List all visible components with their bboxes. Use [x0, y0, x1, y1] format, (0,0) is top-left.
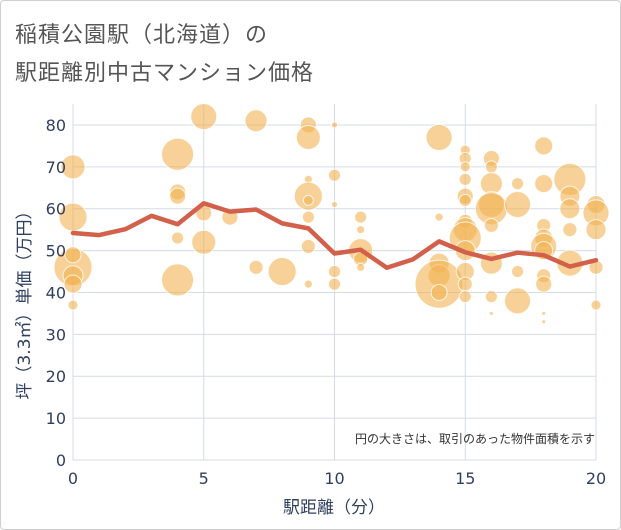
bubble-point — [504, 287, 532, 315]
y-tick-label: 10 — [46, 409, 66, 428]
bubble-point — [191, 229, 217, 255]
bubble-point — [244, 109, 268, 133]
bubble-point — [511, 177, 525, 191]
bubble-point — [190, 103, 218, 131]
y-tick-label: 0 — [56, 451, 66, 470]
bubble-point — [541, 310, 547, 316]
y-tick-label: 50 — [46, 242, 66, 261]
y-tick-label: 40 — [46, 283, 66, 302]
bubble-point — [67, 299, 79, 311]
y-tick-label: 20 — [46, 367, 66, 386]
y-tick-label: 70 — [46, 158, 66, 177]
bubble-point — [64, 246, 82, 264]
x-tick-label: 5 — [199, 469, 209, 488]
bubble-point — [504, 191, 532, 219]
bubble-point — [484, 290, 498, 304]
bubble-point — [303, 279, 313, 289]
bubble-point — [535, 275, 553, 293]
bubble-point — [559, 198, 581, 220]
bubble-point — [425, 124, 453, 152]
bubble-point — [534, 174, 554, 194]
x-tick-label: 15 — [455, 469, 475, 488]
average-price-line — [70, 201, 599, 271]
y-tick-label: 60 — [46, 200, 66, 219]
bubble-point — [430, 283, 448, 301]
bubble-point — [60, 154, 86, 180]
bubble-point — [301, 210, 315, 224]
x-tick-label: 20 — [586, 469, 606, 488]
y-tick-label: 80 — [46, 116, 66, 135]
x-axis-label: 駅距離（分） — [283, 498, 385, 518]
chart-title-line2: 駅距離別中古マンション価格 — [15, 61, 315, 86]
bubble-point — [248, 259, 264, 275]
bubble-point — [171, 231, 185, 245]
tick-labels: 0 10 20 30 40 50 60 70 80 0 5 10 15 20 — [46, 116, 607, 488]
bubble-point — [590, 299, 602, 311]
average-line-layer — [70, 201, 599, 271]
bubble-point — [328, 277, 341, 291]
bubble-point — [458, 290, 472, 304]
bubble-point — [63, 274, 83, 294]
bubble-point — [534, 136, 554, 156]
bubble-point — [511, 265, 525, 279]
bubble-point — [169, 187, 187, 205]
bubble-point — [458, 172, 472, 186]
bubble-point — [484, 160, 498, 174]
bubble-point — [457, 276, 473, 292]
x-tick-label: 10 — [324, 469, 344, 488]
bubble-point — [541, 319, 547, 325]
bubble-point — [300, 238, 316, 254]
y-axis-label: 坪（3.3㎡）単価（万円） — [15, 202, 35, 399]
bubble-point — [328, 168, 341, 182]
bubble-point — [434, 212, 444, 222]
bubble-point — [356, 225, 366, 235]
bubble-point — [161, 263, 195, 297]
bubble-point — [488, 310, 494, 316]
bubble-point — [459, 161, 471, 173]
bubble-point — [458, 193, 472, 207]
bubble-point — [302, 194, 314, 206]
bubble-point — [295, 125, 321, 151]
y-tick-label: 30 — [46, 325, 66, 344]
bubble-point — [161, 137, 195, 171]
bubble-point — [356, 262, 366, 272]
bubble-point — [562, 222, 578, 238]
bubble-point — [331, 121, 338, 129]
bubble-point — [328, 265, 341, 279]
x-tick-label: 0 — [68, 469, 78, 488]
bubble-layer — [53, 103, 610, 325]
bubble-point — [354, 210, 368, 224]
chart-title-line1: 稲積公園駅（北海道）の — [15, 23, 269, 48]
size-annotation: 円の大きさは、取引のあった物件面積を示す — [355, 431, 595, 446]
bubble-point — [483, 217, 499, 233]
bubble-point — [585, 219, 607, 241]
bubble-point — [267, 257, 297, 287]
bubble-point — [331, 201, 338, 209]
